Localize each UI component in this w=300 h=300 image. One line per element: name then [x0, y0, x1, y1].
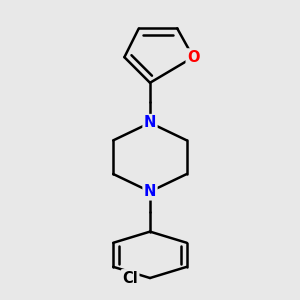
Text: O: O — [187, 50, 200, 65]
Text: N: N — [144, 184, 156, 199]
Text: N: N — [144, 115, 156, 130]
Text: Cl: Cl — [122, 271, 138, 286]
